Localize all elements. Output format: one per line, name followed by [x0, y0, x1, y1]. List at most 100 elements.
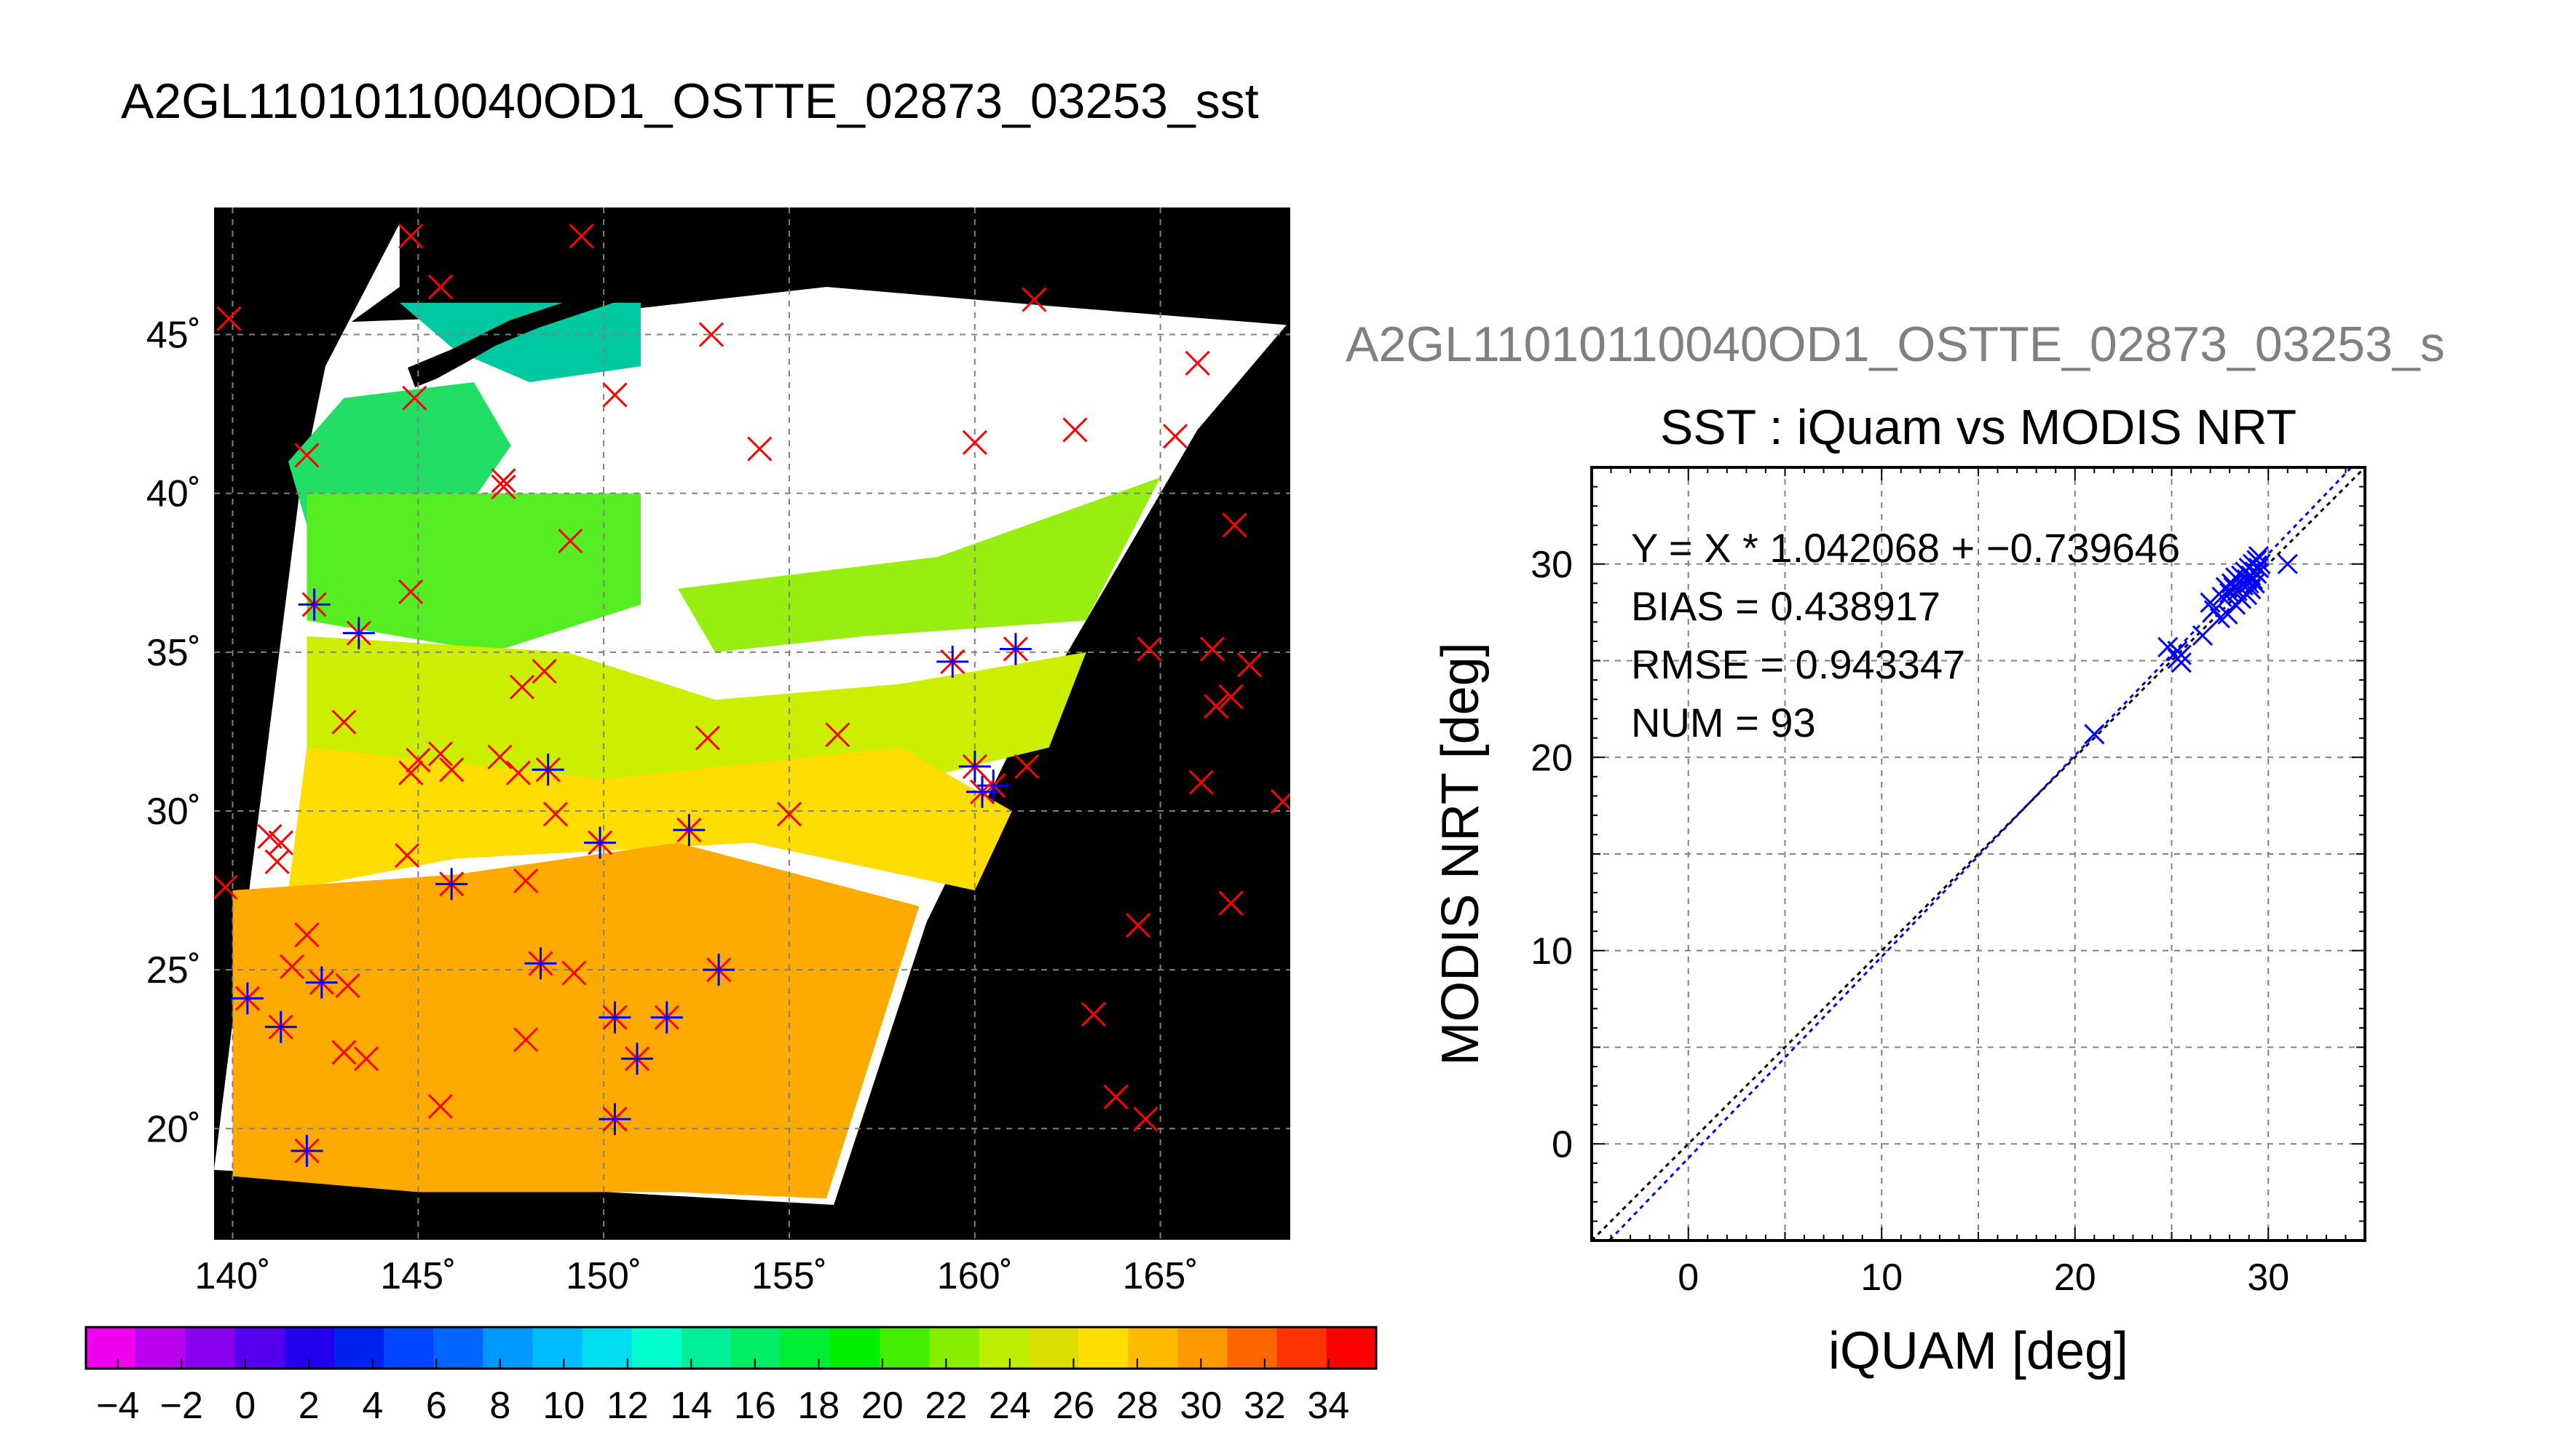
station-marker	[1236, 652, 1262, 678]
station-marker	[398, 760, 424, 786]
station-marker	[264, 849, 290, 874]
map-x-tick-label: 150˚	[566, 1255, 641, 1297]
station-marker	[602, 382, 628, 408]
colorbar-segment	[333, 1327, 384, 1369]
station-marker-matched	[936, 645, 969, 678]
station-marker	[962, 430, 987, 455]
colorbar-segment	[830, 1327, 880, 1369]
station-marker	[402, 385, 427, 411]
station-marker-matched	[231, 982, 264, 1015]
station-marker-matched	[435, 868, 468, 901]
colorbar-tick-label: 24	[989, 1385, 1031, 1427]
scatter-x-tick-label: 20	[2054, 1257, 2096, 1299]
scatter-x-tick-label: 0	[1678, 1257, 1699, 1299]
colorbar-tick-label: 4	[362, 1385, 383, 1427]
sst-colorbar: −4 −2 0 2 4 6 8 10 12 14 16 18 20 22 24 26 28 30 32 34	[84, 1326, 1378, 1427]
colorbar-segment	[781, 1327, 831, 1369]
station-marker-matched	[342, 617, 375, 649]
sst-map: 140˚ 145˚ 150˚ 155˚ 160˚ 165˚ 20˚ 25˚ 30˚ 35˚ 40˚…	[146, 207, 1290, 1297]
station-marker	[1218, 890, 1244, 916]
station-marker	[1188, 769, 1214, 795]
colorbar-tick-label: 18	[797, 1385, 840, 1427]
scatter-subtitle: A2GL11010110040OD1_OSTTE_02873_03253_s	[1346, 317, 2445, 372]
station-marker	[505, 760, 531, 786]
sst-region	[307, 493, 641, 652]
colorbar-segment	[383, 1327, 434, 1369]
colorbar-tick-label: 8	[489, 1385, 510, 1427]
station-marker	[532, 658, 557, 684]
fit-line	[1608, 467, 2353, 1241]
map-x-tick-label: 155˚	[751, 1255, 827, 1297]
station-marker	[558, 529, 583, 554]
station-marker	[491, 468, 516, 494]
station-marker-matched	[584, 826, 617, 859]
colorbar-tick-label: 0	[234, 1385, 256, 1427]
station-marker	[398, 579, 424, 604]
map-y-tick-label: 45˚	[146, 314, 201, 357]
station-marker	[747, 436, 773, 462]
station-marker	[398, 223, 424, 249]
station-marker	[439, 757, 465, 783]
station-marker	[257, 823, 283, 849]
scatter-points	[2084, 546, 2298, 745]
colorbar-tick-label: 34	[1307, 1385, 1349, 1427]
station-marker	[406, 748, 431, 773]
colorbar-segment	[1028, 1327, 1079, 1369]
scatter-x-tick-label: 10	[1860, 1257, 1903, 1299]
station-marker	[294, 922, 320, 948]
colorbar-segment	[433, 1327, 483, 1369]
station-marker-matched	[703, 954, 735, 986]
map-y-tick-labels: 20˚ 25˚ 30˚ 35˚ 40˚ 45˚	[146, 314, 201, 1151]
colorbar-tick-label: 26	[1052, 1385, 1094, 1427]
sst-region	[232, 842, 920, 1199]
station-marker-matched	[650, 1001, 683, 1034]
colorbar-segment	[681, 1327, 732, 1369]
map-y-tick-label: 35˚	[146, 632, 201, 674]
station-marker	[513, 1027, 539, 1053]
station-marker	[698, 322, 724, 347]
station-marker	[1022, 287, 1047, 312]
scatter-point	[2244, 573, 2265, 594]
scatter-ticks: 0 10 20 30 0 10 20 30	[1531, 467, 2366, 1299]
colorbar-segment	[1177, 1327, 1228, 1369]
map-x-tick-label: 160˚	[937, 1255, 1013, 1297]
station-marker	[561, 960, 587, 986]
colorbar-frame	[84, 1326, 1378, 1370]
station-marker	[331, 709, 357, 735]
colorbar-segment	[483, 1327, 533, 1369]
scatter-point	[2250, 553, 2271, 574]
station-marker-matched	[532, 753, 564, 786]
colorbar-segment	[185, 1327, 235, 1369]
colorbar-tick-label: 16	[734, 1385, 776, 1427]
page-title: A2GL11010110040OD1_OSTTE_02873_03253_sst	[121, 74, 1259, 129]
colorbar-segment	[1326, 1327, 1377, 1369]
colorbar-segment	[1276, 1327, 1327, 1369]
station-marker-matched	[599, 1103, 631, 1136]
station-marker	[509, 674, 535, 700]
station-marker	[331, 1040, 357, 1065]
station-marker	[427, 1093, 453, 1119]
map-grid	[214, 207, 1290, 1240]
station-marker-matched	[673, 814, 706, 847]
colorbar-segment	[929, 1327, 980, 1369]
scatter-y-tick-label: 0	[1552, 1123, 1573, 1166]
colorbar-tick-label: −2	[160, 1385, 203, 1427]
scatter-y-tick-label: 10	[1531, 930, 1573, 973]
coastline-land	[408, 266, 714, 387]
station-marker	[1125, 912, 1151, 938]
scatter-title: SST : iQuam vs MODIS NRT	[1660, 400, 2297, 455]
scatter-point	[2277, 553, 2298, 574]
colorbar-tick-label: 10	[542, 1385, 585, 1427]
station-marker	[1081, 1002, 1106, 1027]
station-marker	[279, 954, 305, 979]
map-x-tick-label: 165˚	[1123, 1255, 1198, 1297]
station-marker-matched	[999, 633, 1032, 665]
scatter-point	[2192, 625, 2214, 646]
station-marker	[214, 874, 238, 900]
station-marker	[542, 802, 568, 827]
station-marker	[569, 223, 594, 249]
station-marker-matched	[305, 966, 338, 999]
station-marker	[1133, 1107, 1158, 1132]
station-marker-matched	[958, 750, 991, 783]
map-x-tick-labels: 140˚ 145˚ 150˚ 155˚ 160˚ 165˚	[194, 1255, 1198, 1297]
